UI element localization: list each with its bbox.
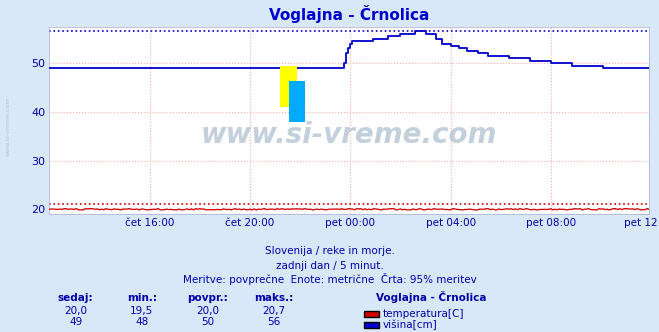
Text: maks.:: maks.: [254, 293, 293, 303]
Text: Slovenija / reke in morje.: Slovenija / reke in morje. [264, 246, 395, 256]
Text: višina[cm]: višina[cm] [382, 320, 437, 330]
Text: www.si-vreme.com: www.si-vreme.com [5, 96, 11, 156]
Text: 56: 56 [267, 317, 280, 327]
Text: 48: 48 [135, 317, 148, 327]
Text: www.si-vreme.com: www.si-vreme.com [201, 122, 498, 149]
Text: zadnji dan / 5 minut.: zadnji dan / 5 minut. [275, 261, 384, 271]
Text: 20,7: 20,7 [262, 306, 285, 316]
Text: 20,0: 20,0 [65, 306, 87, 316]
Text: Meritve: povprečne  Enote: metrične  Črta: 95% meritev: Meritve: povprečne Enote: metrične Črta:… [183, 273, 476, 285]
Text: Voglajna - Črnolica: Voglajna - Črnolica [376, 291, 486, 303]
Bar [289, 81, 306, 122]
Bar [280, 66, 297, 107]
Text: 50: 50 [201, 317, 214, 327]
Title: Voglajna - Črnolica: Voglajna - Črnolica [269, 5, 430, 23]
Text: 20,0: 20,0 [196, 306, 219, 316]
Text: min.:: min.: [127, 293, 157, 303]
Text: temperatura[C]: temperatura[C] [382, 309, 464, 319]
Text: povpr.:: povpr.: [187, 293, 228, 303]
Text: 49: 49 [69, 317, 82, 327]
Text: 19,5: 19,5 [130, 306, 154, 316]
Text: sedaj:: sedaj: [58, 293, 94, 303]
